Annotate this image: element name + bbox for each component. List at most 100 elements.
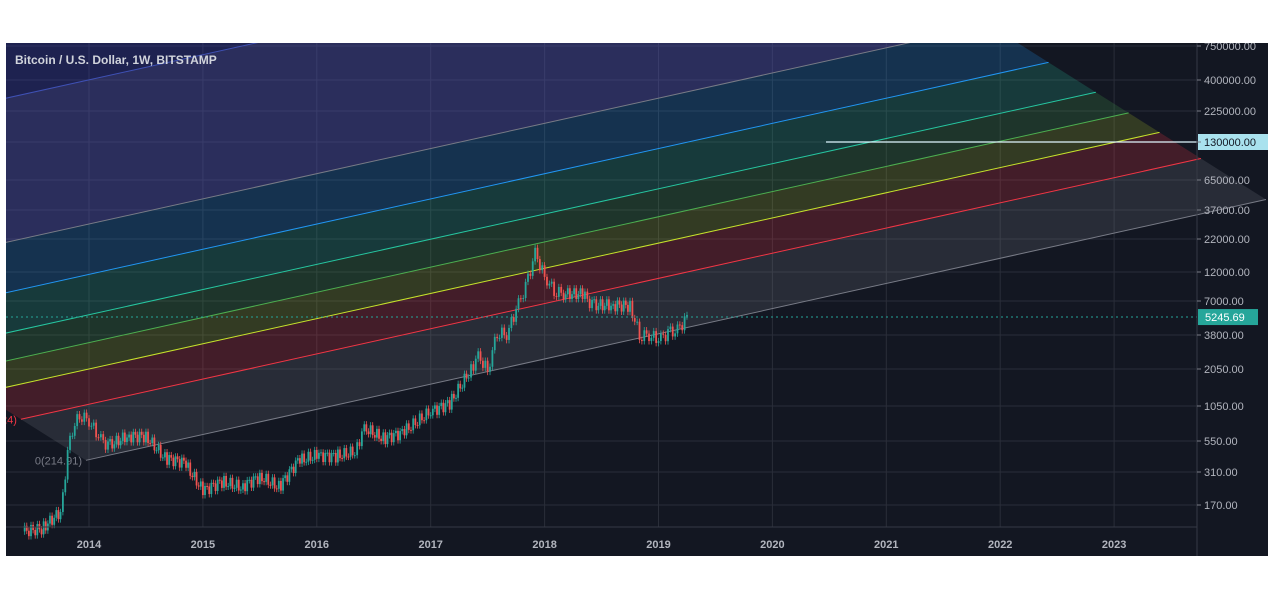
candle <box>130 434 133 443</box>
candle <box>681 325 684 331</box>
candle <box>220 480 223 488</box>
fib-band <box>6 112 1160 388</box>
candle <box>425 408 428 421</box>
candle <box>132 431 135 443</box>
candle <box>174 456 177 467</box>
candle <box>512 317 515 322</box>
candle <box>280 480 282 491</box>
candle <box>168 455 171 465</box>
candle <box>64 479 67 493</box>
candle <box>550 281 553 284</box>
candle <box>296 458 299 461</box>
candle <box>538 259 541 271</box>
chart-area[interactable]: 0(214.91)0.236(392.24)0.382(501.94)0.5(5… <box>6 43 1268 556</box>
candle <box>290 466 293 470</box>
candle <box>330 453 333 463</box>
candle <box>117 435 120 446</box>
candle <box>484 360 487 368</box>
candle <box>244 483 246 492</box>
y-tick-label: 22000.00 <box>1204 234 1250 246</box>
chart-title: Bitcoin / U.S. Dollar, 1W, BITSTAMP <box>15 53 217 67</box>
candle <box>85 412 88 419</box>
candle <box>527 273 529 282</box>
candle <box>343 448 346 459</box>
candle <box>491 350 494 367</box>
candle <box>113 444 116 449</box>
candle <box>299 458 301 464</box>
candle <box>599 299 602 306</box>
candle <box>597 305 600 311</box>
candle <box>631 300 634 319</box>
candle <box>612 304 615 306</box>
candle <box>80 419 83 422</box>
candle <box>650 337 653 342</box>
candle <box>88 418 90 427</box>
candle <box>178 459 181 468</box>
candle <box>601 299 604 311</box>
candle <box>392 433 395 443</box>
candle <box>423 420 426 422</box>
candle <box>371 425 374 436</box>
candle <box>657 341 660 343</box>
candle <box>360 431 363 447</box>
candle <box>256 476 259 485</box>
fib-level-line <box>85 199 1267 461</box>
candle <box>524 281 527 299</box>
fib-level-label: 0.236(392.24) <box>6 414 17 426</box>
y-tick-label: 550.00 <box>1204 436 1238 448</box>
candle <box>446 400 449 404</box>
candle <box>388 432 391 436</box>
candle <box>645 330 648 334</box>
candle <box>119 440 122 446</box>
fib-level-line <box>6 131 1160 388</box>
candle <box>161 457 164 459</box>
candle <box>515 308 518 322</box>
candle <box>493 336 496 351</box>
candle <box>102 434 105 440</box>
candle <box>640 339 643 342</box>
x-tick-label: 2023 <box>1102 539 1126 551</box>
candle <box>292 466 295 474</box>
candle <box>548 283 551 286</box>
candle <box>467 377 470 379</box>
candle <box>206 485 209 487</box>
candle <box>553 281 555 296</box>
candle <box>618 300 621 305</box>
candle <box>233 487 236 489</box>
fib-level-line <box>20 158 1202 420</box>
candle <box>534 247 537 262</box>
y-tick-label: 3800.00 <box>1204 330 1244 342</box>
x-tick-label: 2014 <box>77 539 102 551</box>
candle <box>187 462 190 468</box>
candle <box>115 435 118 445</box>
candle <box>339 449 341 458</box>
candle <box>566 288 569 295</box>
candle <box>242 483 244 490</box>
candle <box>416 425 419 427</box>
candle <box>166 452 168 465</box>
candle <box>503 327 506 336</box>
candle <box>324 452 327 463</box>
candle <box>479 351 482 361</box>
candle <box>438 406 441 415</box>
candle <box>284 475 287 479</box>
candle <box>157 444 160 451</box>
candle <box>496 336 499 339</box>
candle <box>27 530 30 537</box>
candle <box>662 333 665 335</box>
candle <box>95 422 98 438</box>
candle <box>536 247 539 260</box>
candle <box>252 476 255 488</box>
current-price-badge <box>1198 309 1258 326</box>
candle <box>358 442 361 447</box>
candle <box>418 413 421 426</box>
candle <box>586 291 589 299</box>
candle <box>78 414 81 420</box>
candle <box>455 397 457 399</box>
x-tick-label: 2018 <box>532 539 556 551</box>
candle <box>227 486 230 488</box>
candle <box>571 294 573 299</box>
candle <box>620 304 623 312</box>
candle <box>57 510 60 520</box>
candle <box>431 408 434 416</box>
